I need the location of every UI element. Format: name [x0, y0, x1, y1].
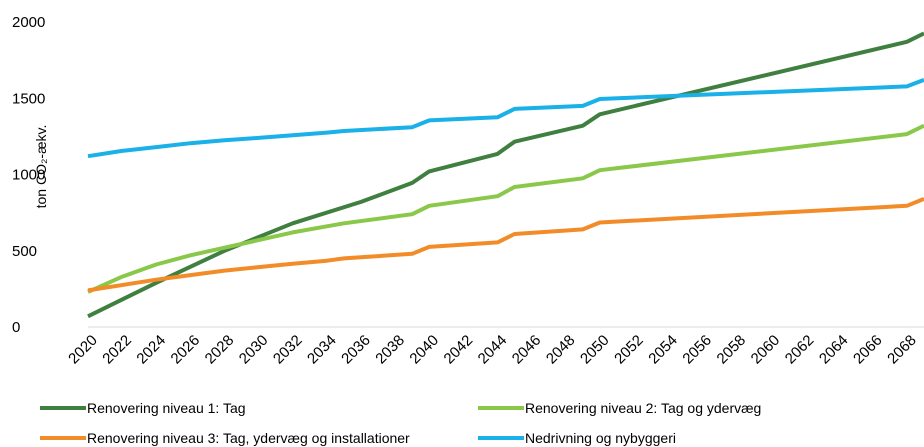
- x-tick-label: 2068: [884, 332, 920, 368]
- legend-item: Renovering niveau 1: Tag: [40, 400, 246, 416]
- x-tick-label: 2066: [850, 332, 886, 368]
- y-tick-label: 2000: [12, 14, 45, 31]
- y-axis-title: ton CO₂-ækv.: [33, 125, 49, 209]
- x-tick-label: 2038: [372, 332, 408, 368]
- x-tick-label: 2052: [611, 332, 647, 368]
- legend-label: Renovering niveau 3: Tag, ydervæg og ins…: [87, 430, 410, 446]
- x-axis: 2020202220242026202820302032203420362038…: [65, 332, 920, 368]
- legend-item: Renovering niveau 2: Tag og ydervæg: [478, 400, 761, 416]
- x-tick-label: 2064: [816, 332, 852, 368]
- x-tick-label: 2030: [236, 332, 272, 368]
- x-tick-label: 2050: [577, 332, 613, 368]
- x-tick-label: 2062: [782, 332, 818, 368]
- x-tick-label: 2042: [441, 332, 477, 368]
- legend: Renovering niveau 1: Tag Renovering nivea…: [40, 400, 761, 446]
- x-tick-label: 2036: [338, 332, 374, 368]
- series-line-4: [87, 78, 924, 159]
- y-axis: 0 500 1000 1500 2000: [12, 14, 45, 336]
- legend-item: Nedrivning og nybyggeri: [478, 430, 676, 446]
- x-tick-label: 2056: [679, 332, 715, 368]
- series-line-3: [87, 197, 924, 293]
- y-tick-label: 0: [12, 319, 20, 336]
- x-tick-label: 2020: [65, 332, 101, 368]
- legend-label: Renovering niveau 1: Tag: [87, 400, 246, 416]
- x-tick-label: 2040: [406, 332, 442, 368]
- x-tick-label: 2046: [509, 332, 545, 368]
- legend-item: Renovering niveau 3: Tag, ydervæg og ins…: [40, 430, 410, 446]
- x-tick-label: 2060: [748, 332, 784, 368]
- series-line-2: [87, 123, 924, 294]
- x-tick-label: 2034: [304, 332, 340, 368]
- y-tick-label: 1000: [12, 167, 45, 184]
- x-tick-label: 2022: [99, 332, 135, 368]
- x-tick-label: 2032: [270, 332, 306, 368]
- x-tick-label: 2054: [645, 332, 681, 368]
- series-layer: [87, 31, 924, 319]
- series-line-1: [87, 31, 924, 319]
- x-tick-label: 2048: [543, 332, 579, 368]
- x-tick-label: 2026: [168, 332, 204, 368]
- legend-label: Nedrivning og nybyggeri: [525, 430, 676, 446]
- x-tick-label: 2024: [133, 332, 169, 368]
- y-tick-label: 1500: [12, 90, 45, 107]
- y-tick-label: 500: [12, 243, 37, 260]
- x-tick-label: 2058: [714, 332, 750, 368]
- legend-label: Renovering niveau 2: Tag og ydervæg: [525, 400, 761, 416]
- x-tick-label: 2028: [202, 332, 238, 368]
- x-tick-label: 2044: [475, 332, 511, 368]
